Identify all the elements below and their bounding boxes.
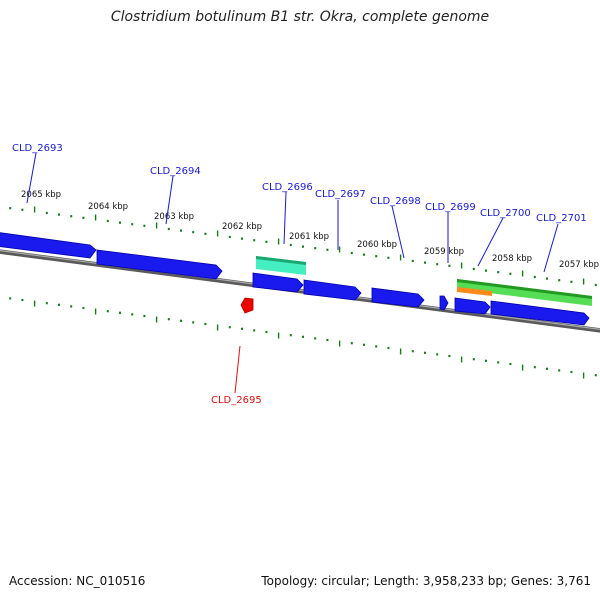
scale-label: 2062 kbp bbox=[222, 222, 262, 232]
gene-label-CLD_2694[interactable]: CLD_2694 bbox=[150, 166, 201, 177]
gene-label-CLD_2695[interactable]: CLD_2695 bbox=[211, 395, 262, 406]
gene-label-CLD_2698[interactable]: CLD_2698 bbox=[370, 196, 421, 207]
feature-orange[interactable] bbox=[457, 287, 492, 296]
leader-line-CLD_2693 bbox=[26, 152, 37, 204]
leader-line-CLD_2694 bbox=[165, 175, 174, 225]
gene-label-CLD_2693[interactable]: CLD_2693 bbox=[12, 143, 63, 154]
scale-label: 2063 kbp bbox=[154, 212, 194, 222]
scale-label: 2064 kbp bbox=[88, 202, 128, 212]
feature-cyan[interactable] bbox=[256, 256, 306, 275]
scale-label: 2061 kbp bbox=[289, 232, 329, 242]
leader-line-CLD_2701 bbox=[543, 223, 559, 273]
scale-label: 2065 kbp bbox=[21, 190, 61, 200]
gene-CLD_2694[interactable] bbox=[96, 249, 223, 280]
gene-label-CLD_2697[interactable]: CLD_2697 bbox=[315, 189, 366, 200]
leader-line-CLD_2698 bbox=[391, 205, 405, 259]
label-leader-lines bbox=[26, 152, 559, 394]
gene-CLD_2696[interactable] bbox=[252, 272, 304, 293]
scale-label: 2059 kbp bbox=[424, 247, 464, 257]
gene-CLD_2697[interactable] bbox=[303, 279, 362, 301]
gene-label-CLD_2696[interactable]: CLD_2696 bbox=[262, 182, 313, 193]
leader-line-CLD_2696 bbox=[283, 191, 287, 245]
inner-scale-ticks bbox=[9, 297, 597, 379]
accession-text: Accession: NC_010516 bbox=[9, 574, 146, 588]
gene-label-CLD_2701[interactable]: CLD_2701 bbox=[536, 213, 587, 224]
gene-label-CLD_2700[interactable]: CLD_2700 bbox=[480, 208, 531, 219]
genome-summary-text: Topology: circular; Length: 3,958,233 bp… bbox=[261, 574, 591, 588]
leader-line-CLD_2695 bbox=[234, 345, 241, 394]
gene-CLD_2698[interactable] bbox=[371, 287, 425, 308]
gene-CLD_2700[interactable] bbox=[454, 297, 491, 315]
gene-CLD_2701[interactable] bbox=[490, 300, 590, 326]
gene-CLD_2695[interactable] bbox=[240, 297, 254, 314]
gene-CLD_2693[interactable] bbox=[0, 232, 97, 259]
gene-label-CLD_2699[interactable]: CLD_2699 bbox=[425, 202, 476, 213]
scale-label: 2057 kbp bbox=[559, 260, 599, 270]
gene-CLD_2699[interactable] bbox=[439, 295, 449, 311]
feature-green[interactable] bbox=[457, 279, 592, 306]
outer-scale-ticks bbox=[9, 206, 597, 287]
scale-label: 2060 kbp bbox=[357, 240, 397, 250]
map-title: Clostridium botulinum B1 str. Okra, comp… bbox=[110, 9, 490, 25]
leader-line-CLD_2700 bbox=[477, 217, 504, 267]
scale-label: 2058 kbp bbox=[492, 254, 532, 264]
scale-labels: 2065 kbp 2064 kbp 2063 kbp 2062 kbp 2061 kbp… bbox=[21, 190, 599, 270]
